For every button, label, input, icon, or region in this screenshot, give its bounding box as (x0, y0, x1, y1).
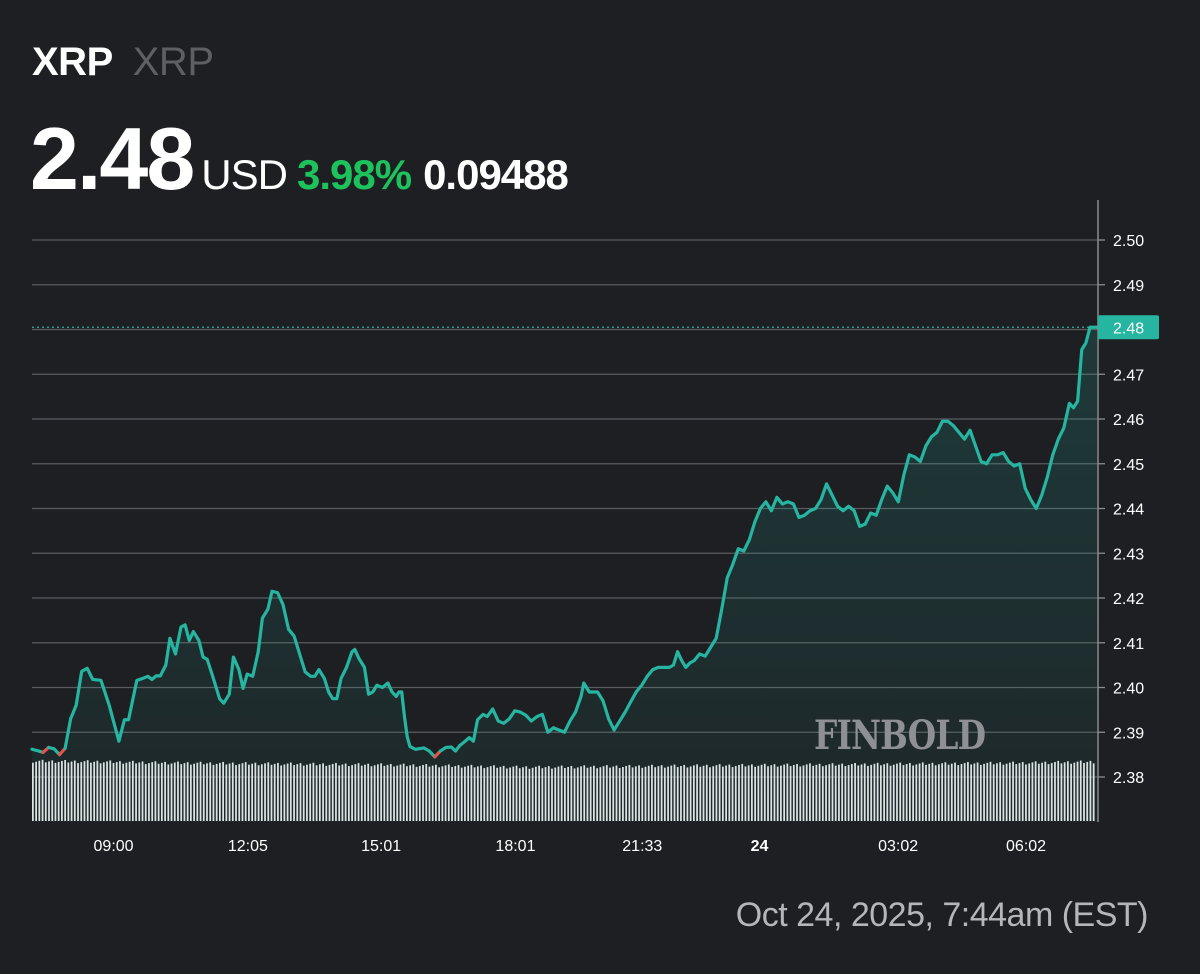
current-price-tag-label: 2.48 (1113, 320, 1144, 337)
y-tick-label: 2.43 (1113, 546, 1144, 563)
x-tick-label: 18:01 (495, 838, 535, 855)
x-tick-label: 15:01 (361, 838, 401, 855)
y-tick-label: 2.46 (1113, 412, 1144, 429)
price-line (30, 325, 1099, 759)
y-tick-label: 2.39 (1113, 725, 1144, 742)
change-value: 0.09488 (423, 151, 569, 198)
change-percent: 3.98% (296, 151, 412, 198)
y-tick-label: 2.47 (1113, 367, 1144, 384)
y-axis-ticks: 2.50 2.49 2.48 2.47 2.46 2.45 2.44 2.43 2.42 2.41… (1098, 233, 1144, 787)
asset-symbol: XRP (32, 40, 113, 84)
x-tick-label: 06:02 (1006, 838, 1046, 855)
price-row: 2.48 USD 3.98% 0.09488 (30, 108, 569, 208)
y-tick-label: 2.44 (1113, 502, 1144, 519)
asset-header: XRP XRP (32, 40, 214, 92)
x-tick-label: 09:00 (94, 838, 134, 855)
x-tick-label: 21:33 (622, 838, 662, 855)
price-area-fill (32, 327, 1097, 822)
x-axis-ticks: 09:00 12:05 15:01 18:01 21:33 24 03:02 06:02 (94, 838, 1047, 855)
x-tick-label: 12:05 (228, 838, 268, 855)
y-tick-label: 2.41 (1113, 636, 1144, 653)
x-tick-label: 03:02 (878, 838, 918, 855)
current-price-tag: 2.48 (1098, 315, 1159, 340)
timestamp: Oct 24, 2025, 7:44am (EST) (735, 896, 1149, 934)
asset-name: XRP (132, 40, 214, 84)
finbold-watermark: FINBOLD (814, 712, 986, 759)
y-tick-label: 2.50 (1113, 233, 1144, 250)
y-tick-label: 2.45 (1113, 457, 1144, 474)
current-price: 2.48 (30, 109, 195, 208)
y-tick-label: 2.49 (1113, 278, 1144, 295)
x-tick-label: 24 (751, 838, 769, 855)
y-tick-label: 2.42 (1113, 591, 1144, 608)
y-tick-label: 2.38 (1113, 770, 1144, 787)
currency-label: USD (201, 151, 288, 198)
y-tick-label: 2.40 (1113, 681, 1144, 698)
